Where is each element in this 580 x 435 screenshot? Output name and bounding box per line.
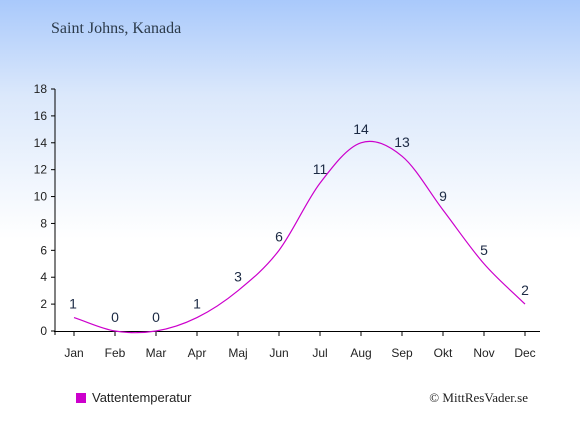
x-tick-label: Nov (473, 346, 494, 360)
legend-label: Vattentemperatur (92, 390, 192, 405)
legend-swatch (76, 392, 86, 403)
y-tick-label: 2 (40, 297, 47, 311)
data-label: 11 (313, 161, 328, 177)
data-label: 9 (439, 188, 447, 204)
x-tick-label: Jan (64, 346, 83, 360)
y-tick-label: 0 (40, 324, 47, 338)
y-tick-label: 16 (34, 109, 48, 123)
data-label: 2 (521, 282, 529, 298)
data-label: 0 (152, 309, 160, 325)
data-label: 1 (193, 296, 201, 312)
x-tick-label: Dec (514, 346, 535, 360)
y-tick-label: 14 (34, 136, 48, 150)
y-tick-label: 12 (34, 163, 48, 177)
series-line (73, 140, 526, 334)
x-tick-label: Apr (188, 346, 207, 360)
x-tick-label: Okt (434, 346, 453, 360)
x-tick-label: Aug (350, 346, 371, 360)
data-label: 6 (275, 228, 283, 244)
legend: Vattentemperatur (76, 390, 191, 405)
data-label: 13 (394, 134, 410, 150)
x-tick-label: Feb (105, 346, 126, 360)
y-tick-label: 18 (34, 82, 48, 96)
y-tick-label: 8 (40, 216, 47, 230)
x-tick-label: Maj (228, 346, 247, 360)
credit-text: © MittResVader.se (429, 390, 528, 405)
x-tick-label: Mar (146, 346, 167, 360)
data-label: 0 (111, 309, 119, 325)
y-tick-label: 4 (40, 270, 47, 284)
data-label: 3 (234, 269, 242, 285)
x-tick-label: Sep (391, 346, 413, 360)
chart-title: Saint Johns, Kanada (51, 20, 182, 37)
y-tick-label: 6 (40, 243, 47, 257)
data-label: 5 (480, 242, 488, 258)
data-label: 1 (69, 296, 77, 312)
x-tick-label: Jun (269, 346, 288, 360)
data-label: 14 (353, 121, 369, 137)
y-tick-label: 10 (34, 190, 48, 204)
x-tick-label: Jul (312, 346, 327, 360)
